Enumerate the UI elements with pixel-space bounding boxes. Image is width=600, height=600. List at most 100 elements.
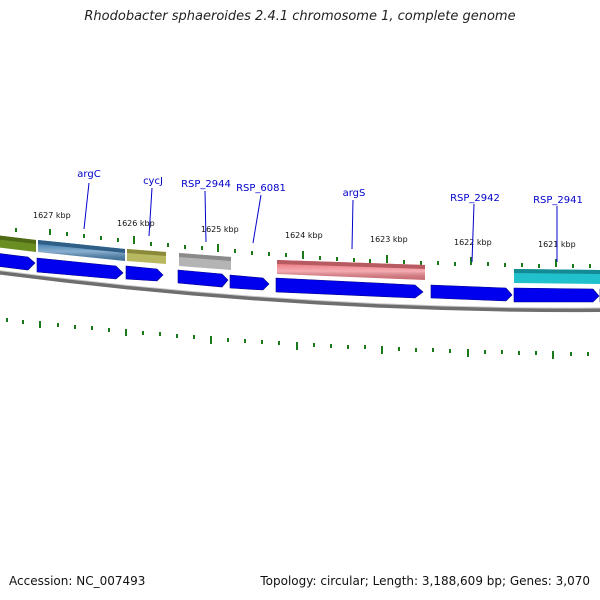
gene-label[interactable]: RSP_2942 [450,193,500,204]
kbp-label: 1627 kbp [33,211,71,220]
tick-mark [117,238,119,242]
tick-mark [535,351,537,355]
label-line-RSP_2942 [471,203,475,263]
tick-mark [572,264,574,268]
tick-mark [251,251,253,255]
kbp-label: 1625 kbp [201,225,239,234]
kbp-label: 1624 kbp [285,231,323,240]
kbp-label: 1623 kbp [370,235,408,244]
feature-unlabeled[interactable] [0,235,36,252]
label-line-RSP_2944 [204,190,207,243]
tick-mark [15,228,17,232]
cds-arrow[interactable] [125,265,164,282]
label-line-cycJ [148,187,153,237]
tick-mark [432,348,434,352]
cds-arrow[interactable] [275,277,424,299]
tick-mark [278,341,280,345]
tick-mark [521,263,523,267]
gene-label[interactable]: argC [77,169,100,180]
tick-mark [83,234,85,238]
genome-summary-text: Topology: circular; Length: 3,188,609 bp… [260,574,590,588]
feature-argS[interactable] [277,260,425,280]
tick-mark [201,246,203,250]
tick-mark [159,332,161,336]
gene-label[interactable]: RSP_6081 [236,183,286,194]
feature-cycJ[interactable] [127,249,166,264]
cds-arrow[interactable] [177,269,229,288]
tick-mark [555,259,557,267]
tick-mark [398,347,400,351]
kbp-labels: 1627 kbp 1626 kbp 1625 kbp 1624 kbp 1623… [33,211,576,249]
feature-track-outer [0,235,600,284]
tick-mark [167,243,169,247]
cds-arrow[interactable] [513,287,600,303]
label-line-argS [351,199,354,250]
tick-mark [570,352,572,356]
tick-mark [484,350,486,354]
tick-mark [437,261,439,265]
tick-mark [193,335,195,339]
accession-text: Accession: NC_007493 [9,574,146,588]
tick-mark [100,236,102,240]
tick-mark [22,320,24,324]
tick-mark [449,349,451,353]
tick-mark [552,351,554,359]
tick-mark [347,345,349,349]
tick-mark [336,257,338,261]
tick-mark [296,342,298,350]
gene-label[interactable]: RSP_2941 [533,195,583,206]
tick-mark [364,345,366,349]
feature-RSP_2944[interactable] [179,253,231,270]
tick-mark [470,257,472,265]
tick-mark [369,259,371,263]
gene-labels: argC cycJ RSP_2944 RSP_6081 argS RSP_294… [77,169,583,206]
tick-mark [589,264,591,268]
tick-mark [487,262,489,266]
outer-tick-ring [15,228,591,268]
tick-mark [261,340,263,344]
gene-label[interactable]: cycJ [143,176,163,187]
tick-mark [381,346,383,354]
tick-mark [108,328,110,332]
tick-mark [142,331,144,335]
label-line-argC [83,182,90,230]
inner-tick-ring [6,318,589,359]
tick-mark [91,326,93,330]
tick-mark [217,244,219,252]
tick-mark [210,336,212,344]
cds-arrow[interactable] [430,284,513,302]
tick-mark [176,334,178,338]
tick-mark [227,338,229,342]
tick-mark [6,318,8,322]
tick-mark [302,251,304,259]
tick-mark [386,255,388,263]
cds-arrow-track [0,253,600,303]
gene-label-lines [83,182,558,263]
tick-mark [420,261,422,265]
tick-mark [467,349,469,357]
tick-mark [538,264,540,268]
tick-mark [184,245,186,249]
tick-mark [587,352,589,356]
gene-label[interactable]: argS [343,188,366,199]
feature-RSP_2941[interactable] [514,269,600,284]
feature-argC[interactable] [38,240,125,261]
cds-arrow[interactable] [36,257,124,280]
tick-mark [74,325,76,329]
tick-mark [313,343,315,347]
tick-mark [268,252,270,256]
tick-mark [125,329,127,336]
tick-mark [285,253,287,257]
tick-mark [454,262,456,266]
tick-mark [330,344,332,348]
kbp-label: 1626 kbp [117,219,155,228]
gene-label[interactable]: RSP_2944 [181,179,231,190]
label-line-RSP_6081 [252,194,262,244]
cds-arrow[interactable] [0,253,36,271]
tick-mark [49,229,51,235]
cds-arrow[interactable] [229,274,270,291]
tick-mark [66,232,68,236]
chromosome-backbone-highlight [0,270,600,309]
